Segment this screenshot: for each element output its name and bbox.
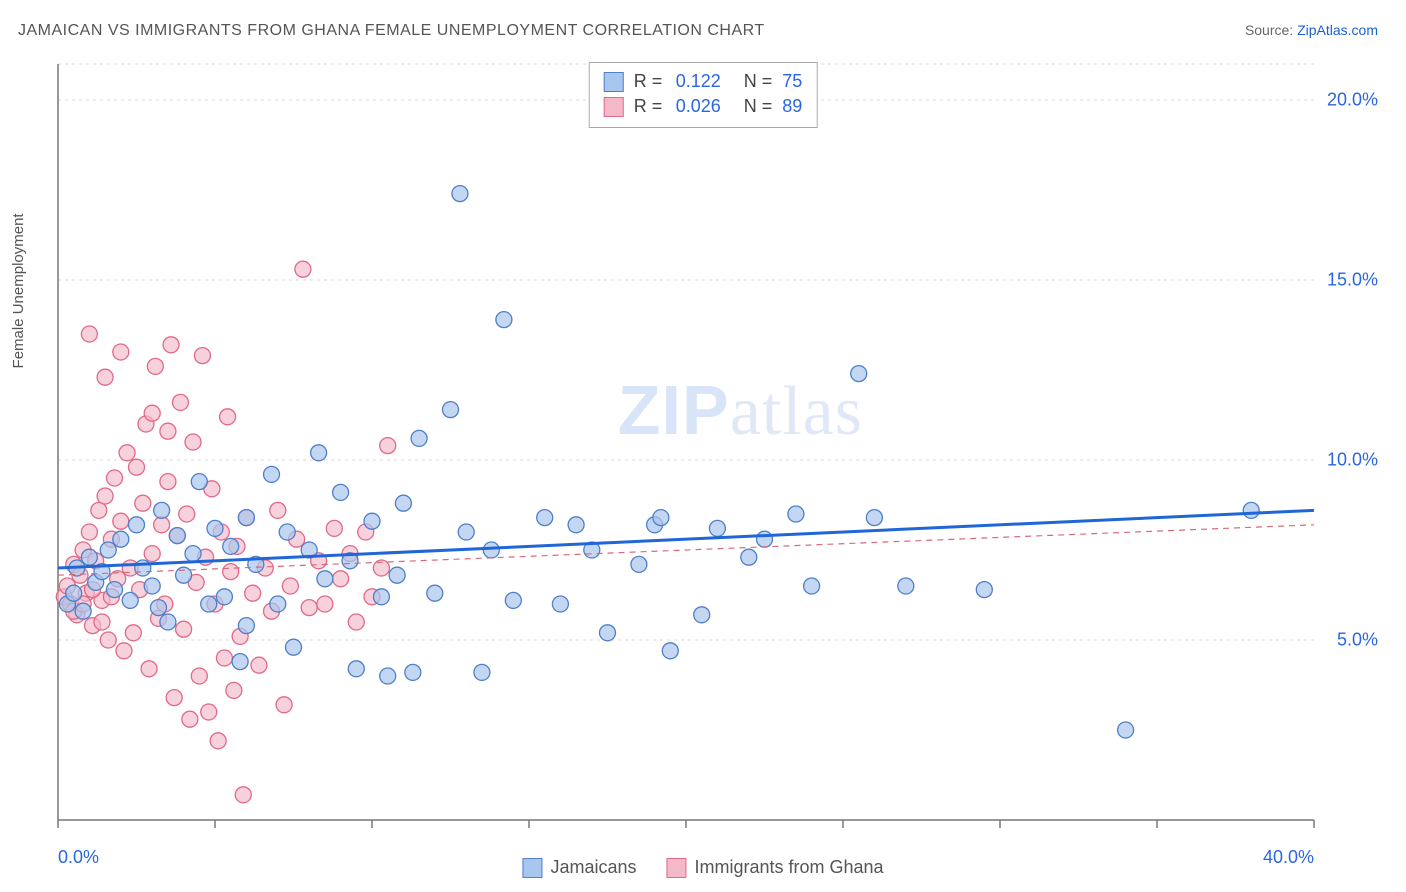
plot-area: ZIPatlas 5.0%10.0%15.0%20.0%0.0%40.0% (54, 60, 1374, 840)
stats-legend-box: R = 0.122 N = 75 R = 0.026 N = 89 (589, 62, 818, 128)
x-tick-label: 40.0% (1263, 847, 1314, 868)
chart-title: JAMAICAN VS IMMIGRANTS FROM GHANA FEMALE… (18, 22, 765, 40)
legend-swatch-1 (522, 858, 542, 878)
n-value-1: 75 (782, 71, 802, 92)
y-tick-label: 10.0% (1327, 450, 1378, 471)
n-label-1: N = (744, 71, 773, 92)
n-label-2: N = (744, 96, 773, 117)
legend-swatch-2 (666, 858, 686, 878)
source-label: Source: (1245, 22, 1297, 38)
x-tick-label: 0.0% (58, 847, 99, 868)
stats-row-2: R = 0.026 N = 89 (604, 94, 803, 119)
source-attribution: Source: ZipAtlas.com (1245, 22, 1378, 38)
r-label-1: R = (634, 71, 666, 92)
chart-container: JAMAICAN VS IMMIGRANTS FROM GHANA FEMALE… (0, 0, 1406, 892)
y-tick-label: 15.0% (1327, 270, 1378, 291)
bottom-legend: Jamaicans Immigrants from Ghana (522, 857, 883, 878)
source-site: ZipAtlas.com (1297, 22, 1378, 38)
r-label-2: R = (634, 96, 666, 117)
legend-label-1: Jamaicans (550, 857, 636, 878)
stats-row-1: R = 0.122 N = 75 (604, 69, 803, 94)
y-tick-label: 20.0% (1327, 90, 1378, 111)
n-value-2: 89 (782, 96, 802, 117)
y-tick-label: 5.0% (1337, 630, 1378, 651)
legend-item-1: Jamaicans (522, 857, 636, 878)
swatch-series-2 (604, 97, 624, 117)
swatch-series-1 (604, 72, 624, 92)
scatter-plot-svg (54, 60, 1374, 840)
r-value-1: 0.122 (676, 71, 734, 92)
y-axis-label: Female Unemployment (10, 213, 27, 368)
legend-label-2: Immigrants from Ghana (694, 857, 883, 878)
r-value-2: 0.026 (676, 96, 734, 117)
legend-item-2: Immigrants from Ghana (666, 857, 883, 878)
